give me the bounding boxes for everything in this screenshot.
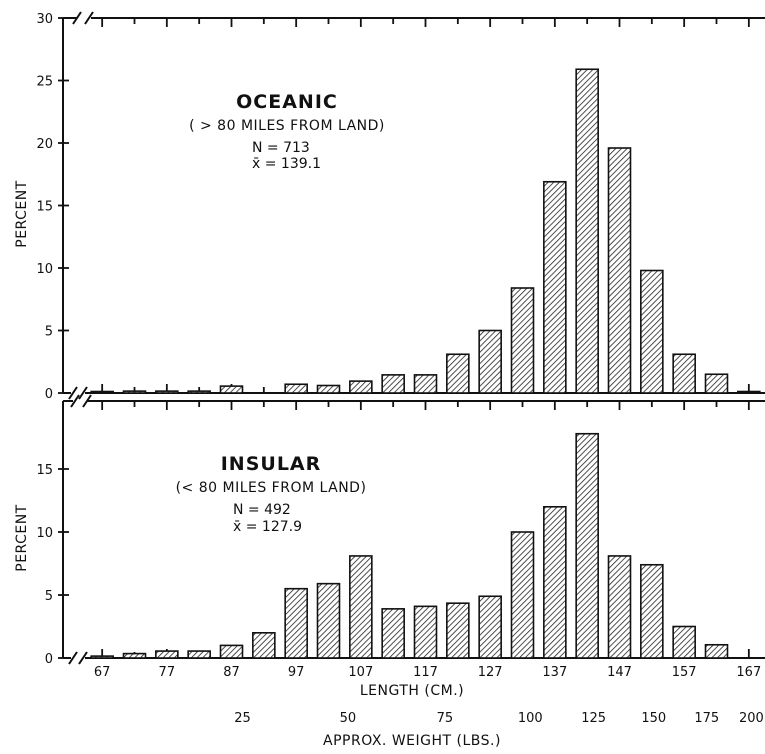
oceanic-bar — [155, 390, 179, 394]
weight-label: 25 — [234, 711, 251, 726]
oceanic-bar — [478, 329, 502, 394]
weight-label: 200 — [739, 711, 764, 726]
insular-bar — [575, 432, 599, 659]
oceanic-bar — [381, 374, 405, 394]
x-tick-label: 87 — [223, 665, 240, 680]
x-tick-label: 167 — [736, 665, 761, 680]
oceanic-y-tick-label: 5 — [45, 325, 53, 340]
insular-subtitle: (< 80 MILES FROM LAND) — [176, 480, 367, 496]
oceanic-y-tick-label: 25 — [36, 75, 53, 90]
insular-n: N = 492 — [233, 502, 291, 518]
oceanic-bar — [316, 384, 341, 394]
oceanic-bar — [349, 380, 373, 394]
weight-label: 150 — [641, 711, 666, 726]
oceanic-axis-break — [68, 386, 88, 400]
weight-label: 100 — [518, 711, 543, 726]
insular-bar — [122, 652, 147, 659]
insular-top-break — [70, 394, 92, 408]
oceanic-subtitle: ( > 80 MILES FROM LAND) — [189, 118, 385, 134]
x-tick-label: 157 — [672, 665, 697, 680]
insular-bar — [704, 643, 729, 659]
weight-axis-title: APPROX. WEIGHT (LBS.) — [323, 733, 501, 749]
x-tick-label: 137 — [542, 665, 567, 680]
x-tick-label: 127 — [478, 665, 503, 680]
weight-label: 75 — [437, 711, 454, 726]
oceanic-bar — [284, 383, 308, 394]
oceanic-bar — [510, 287, 535, 394]
insular-bar — [446, 602, 470, 659]
insular-bar — [155, 650, 179, 659]
insular-y-tick-label: 5 — [45, 589, 53, 604]
insular-bar — [413, 605, 438, 659]
oceanic-y-tick-label: 10 — [36, 262, 53, 277]
oceanic-bar — [607, 147, 632, 394]
insular-mean: x̄ = 127.9 — [233, 519, 302, 535]
insular-axis-break — [68, 651, 88, 665]
oceanic-y-tick-label: 15 — [36, 200, 53, 215]
oceanic-bar — [219, 385, 244, 394]
insular-bar — [187, 650, 211, 659]
insular-bar — [607, 555, 632, 659]
oceanic-y-axis-title: PERCENT — [14, 180, 30, 247]
oceanic-y-tick-label: 0 — [45, 387, 53, 402]
insular-bar — [252, 631, 276, 659]
x-tick-labels: 67 77 87 97 107 117 127 137 147 157 167 — [94, 665, 761, 680]
insular-bar — [381, 608, 405, 659]
insular-bar — [543, 505, 567, 659]
oceanic-bar — [90, 390, 114, 394]
oceanic-bar — [672, 353, 696, 394]
oceanic-bar — [640, 269, 664, 394]
x-tick-label: 67 — [94, 665, 111, 680]
oceanic-mean: x̄ = 139.1 — [252, 156, 321, 172]
insular-bar — [349, 555, 373, 659]
insular-y-tick-label: 0 — [45, 652, 53, 667]
oceanic-bar — [446, 353, 470, 394]
oceanic-bar — [187, 390, 211, 394]
oceanic-bar — [704, 373, 729, 394]
oceanic-y-tick-label: 30 — [36, 12, 53, 27]
oceanic-bar — [737, 390, 761, 394]
insular-y-axis-title: PERCENT — [14, 504, 30, 571]
oceanic-bar — [413, 374, 438, 394]
weight-label: 50 — [340, 711, 357, 726]
oceanic-n: N = 713 — [252, 140, 310, 156]
insular-bar — [316, 582, 341, 659]
insular-y-tick-label: 15 — [36, 463, 53, 478]
oceanic-bar — [122, 390, 147, 394]
weight-label: 125 — [581, 711, 606, 726]
x-tick-label: 117 — [413, 665, 438, 680]
insular-title: INSULAR — [221, 453, 322, 475]
x-tick-label: 147 — [607, 665, 632, 680]
insular-bar — [284, 587, 308, 659]
insular-bar — [90, 655, 114, 659]
insular-panel: 0 5 10 15 — [36, 394, 765, 667]
insular-bar — [219, 644, 244, 659]
x-tick-label: 77 — [159, 665, 176, 680]
oceanic-bar — [543, 180, 567, 394]
oceanic-title: OCEANIC — [236, 91, 338, 113]
oceanic-y-tick-label: 20 — [36, 137, 53, 152]
oceanic-panel: 0 5 10 15 20 25 30 — [36, 11, 765, 402]
insular-bar — [672, 625, 696, 659]
insular-bar — [640, 563, 664, 659]
x-tick-label: 107 — [348, 665, 373, 680]
x-axis-title: LENGTH (CM.) — [360, 683, 464, 699]
weight-label: 175 — [694, 711, 719, 726]
oceanic-bar — [575, 68, 599, 394]
insular-y-tick-label: 10 — [36, 526, 53, 541]
insular-bar — [510, 531, 535, 659]
insular-bar — [478, 595, 502, 659]
x-tick-label: 97 — [288, 665, 305, 680]
oceanic-top-break — [72, 11, 94, 25]
weight-labels: 25 50 75 100 125 150 175 200 — [234, 711, 764, 726]
